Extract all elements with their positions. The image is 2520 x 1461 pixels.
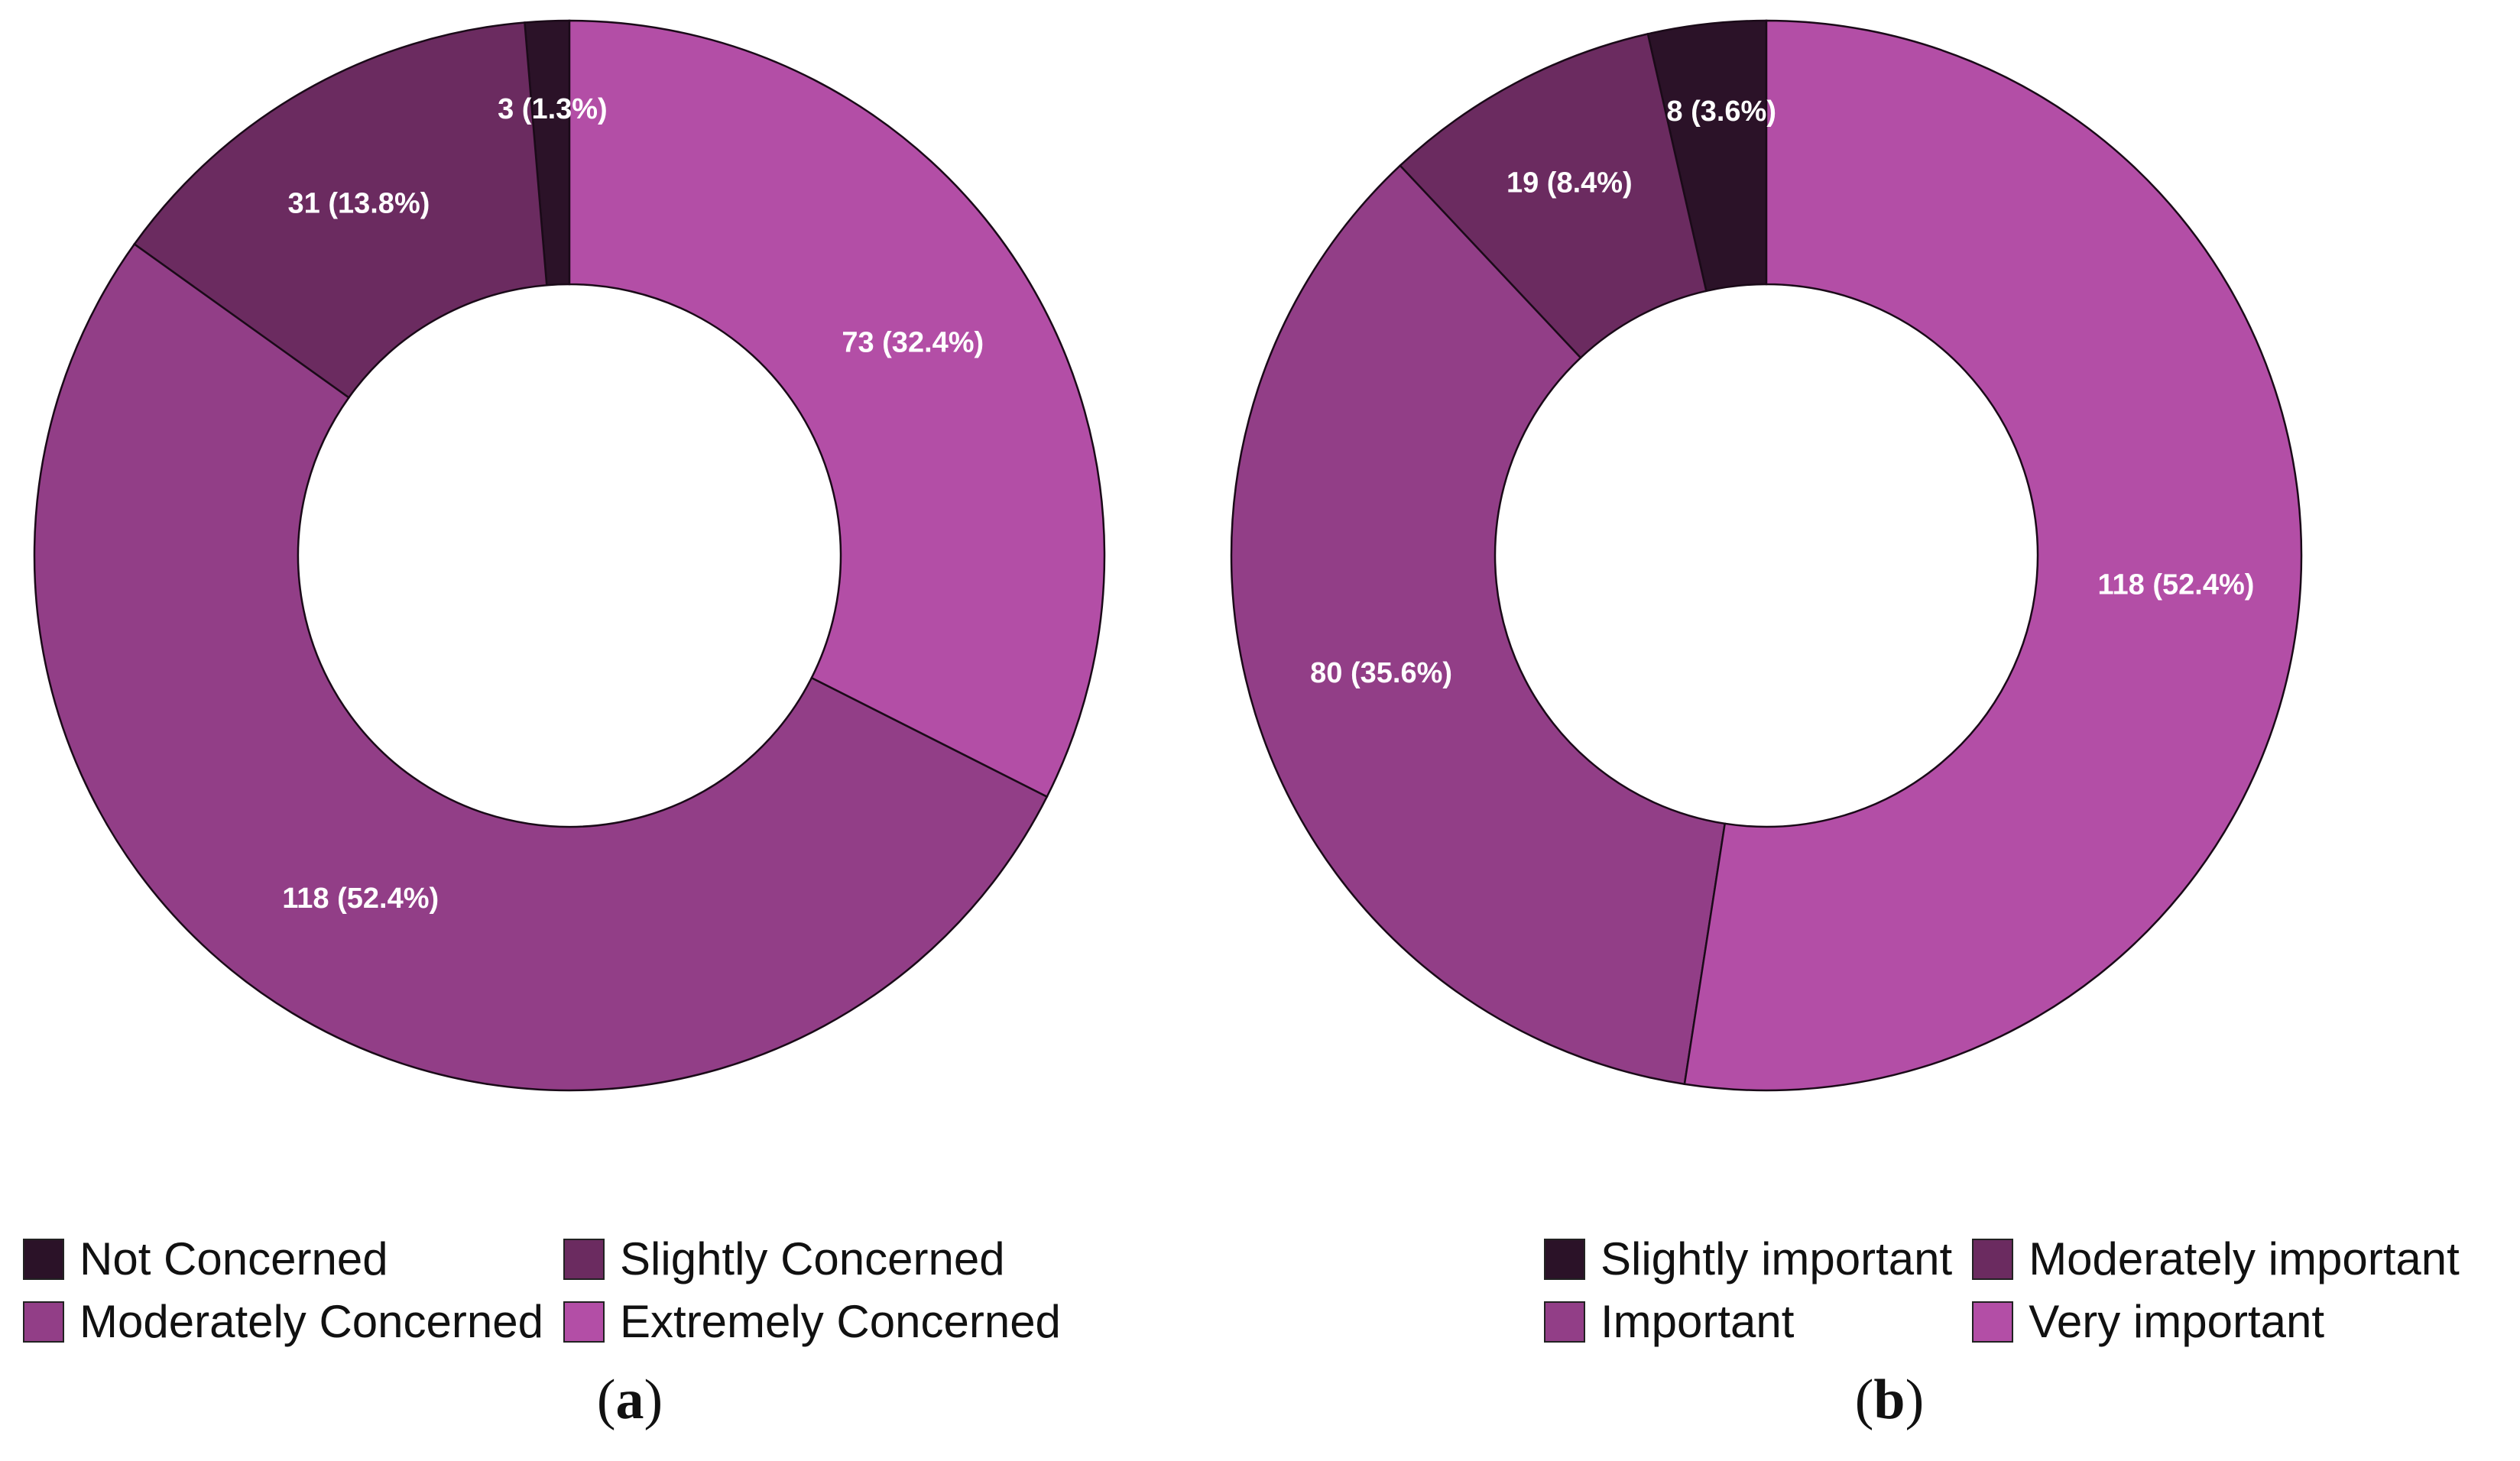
chart-panel-b: 8 (3.6%) 19 (8.4%) 80 (35.6%) 118 (52.4%) S… <box>1230 0 2519 1461</box>
legend-label: Extremely Concerned <box>620 1296 1061 1347</box>
legend-label: Slightly important <box>1601 1233 1953 1284</box>
slice-data-label: 118 (52.4%) <box>282 883 439 915</box>
panel-label-a: (a) <box>596 1369 663 1431</box>
donut-slice <box>1230 164 1727 1086</box>
legend-swatch <box>1972 1239 2014 1280</box>
donut-slice <box>1683 19 2303 1092</box>
legend-item: Moderately important <box>1972 1232 2460 1287</box>
legend-item: Slightly important <box>1544 1232 1952 1287</box>
legend-swatch <box>1972 1301 2014 1343</box>
legend-label: Not Concerned <box>79 1233 388 1284</box>
legend-label: Moderately important <box>2029 1233 2460 1284</box>
slice-data-label: 8 (3.6%) <box>1666 96 1776 128</box>
legend-label: Slightly Concerned <box>620 1233 1005 1284</box>
panel-letter: a <box>615 1369 644 1431</box>
donut-slice <box>1399 32 1708 359</box>
donut-slice <box>133 21 548 400</box>
legend-swatch <box>23 1301 64 1343</box>
legend-swatch <box>1544 1239 1585 1280</box>
legend-item: Slightly Concerned <box>563 1232 1061 1287</box>
slice-data-label: 31 (13.8%) <box>288 187 430 219</box>
donut-chart-a: 3 (1.3%) 31 (13.8%) 118 (52.4%) 73 (32.4%) <box>33 19 1106 1092</box>
chart-panel-a: 3 (1.3%) 31 (13.8%) 118 (52.4%) 73 (32.4%) … <box>23 19 1106 1431</box>
legend-item: Extremely Concerned <box>563 1294 1061 1349</box>
panel-label-b: (b) <box>1854 1369 1925 1431</box>
legend-label: Important <box>1601 1296 1795 1347</box>
slice-data-label: 73 (32.4%) <box>842 327 984 359</box>
slice-data-label: 118 (52.4%) <box>2097 569 2254 601</box>
legend-item: Very important <box>1972 1294 2460 1349</box>
slice-data-label: 19 (8.4%) <box>1506 167 1633 199</box>
slice-data-label: 3 (1.3%) <box>498 93 608 125</box>
legend-a: Not Concerned Slightly Concerned Moderat… <box>23 1232 1061 1349</box>
legend-b: Slightly important Moderately important … <box>1544 1232 2460 1349</box>
legend-item: Not Concerned <box>23 1232 543 1287</box>
donut-chart-b: 8 (3.6%) 19 (8.4%) 80 (35.6%) 118 (52.4%) <box>1230 19 2303 1092</box>
legend-swatch <box>563 1301 605 1343</box>
legend-swatch <box>563 1239 605 1280</box>
legend-label: Very important <box>2029 1296 2325 1347</box>
legend-label: Moderately Concerned <box>79 1296 544 1347</box>
legend-swatch <box>1544 1301 1585 1343</box>
legend-item: Moderately Concerned <box>23 1294 543 1349</box>
legend-item: Important <box>1544 1294 1952 1349</box>
donut-slice <box>568 19 1106 799</box>
donut-slice <box>33 242 1049 1092</box>
slice-data-label: 80 (35.6%) <box>1310 657 1452 689</box>
legend-swatch <box>23 1239 64 1280</box>
panel-letter: b <box>1873 1369 1905 1431</box>
